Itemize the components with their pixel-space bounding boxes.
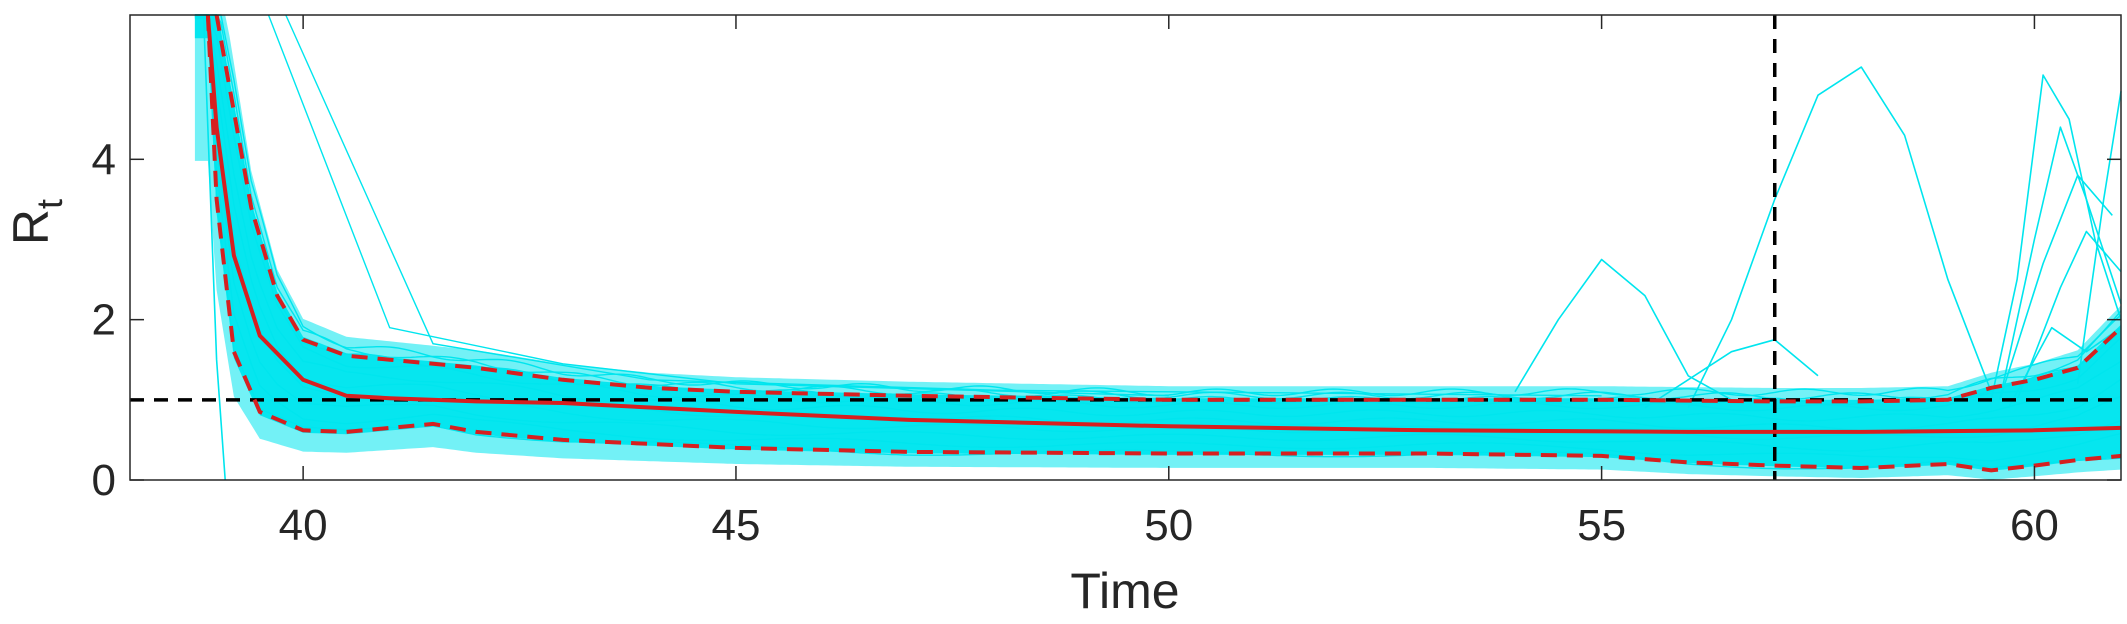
x-axis-label: Time	[1070, 563, 1179, 619]
y-tick-label: 2	[92, 296, 116, 345]
y-tick-label: 0	[92, 456, 116, 505]
y-axis-label-subscript: t	[29, 199, 70, 209]
sample-peak-trajectory	[1999, 174, 2113, 401]
sample-peak-trajectory	[1644, 338, 1819, 409]
y-axis-label-main: R	[3, 209, 59, 245]
x-tick-label: 50	[1144, 501, 1193, 550]
sample-trajectory	[285, 14, 1602, 397]
x-tick-label: 45	[711, 501, 760, 550]
sample-trajectory	[194, 14, 2122, 422]
sample-peak-trajectory	[2016, 230, 2122, 401]
sample-peak-trajectory	[1990, 74, 2122, 400]
sample-trajectory	[267, 14, 1169, 397]
sample-trajectory	[194, 15, 2122, 452]
median-line	[205, 14, 2122, 434]
sample-peak-trajectory	[1999, 126, 2122, 400]
axes-box	[129, 14, 2122, 481]
lower-bound-line	[205, 14, 2122, 473]
sample-peak-trajectory	[1514, 258, 1732, 401]
y-axis-label: Rt	[3, 199, 70, 245]
summary-lines	[205, 14, 2123, 473]
sample-peak-trajectory	[2076, 91, 2122, 384]
axis-ticks: 40 45 50 55 60 0 2 4	[92, 15, 2121, 550]
sample-trajectory	[194, 14, 2122, 462]
sample-peak-trajectory	[1687, 66, 1992, 409]
sample-peak-trajectory	[2007, 326, 2122, 409]
sample-trajectory	[194, 14, 2122, 470]
upper-bound-line	[214, 14, 2123, 404]
x-tick-label: 60	[2010, 501, 2059, 550]
y-tick-label: 4	[92, 135, 116, 184]
x-tick-label: 40	[279, 501, 328, 550]
x-tick-label: 55	[1577, 501, 1626, 550]
sample-trajectory	[194, 17, 2122, 412]
sample-trajectory	[202, 14, 226, 481]
